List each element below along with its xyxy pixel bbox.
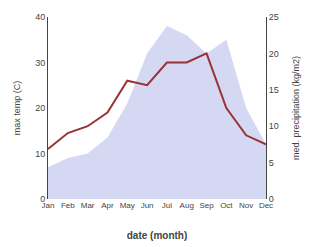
svg-text:30: 30: [35, 58, 45, 68]
svg-text:0: 0: [40, 194, 45, 204]
svg-text:10: 10: [269, 121, 279, 131]
svg-text:Oct: Oct: [220, 201, 233, 210]
svg-text:May: May: [120, 201, 135, 210]
svg-text:20: 20: [269, 49, 279, 59]
svg-text:date (month): date (month): [127, 230, 188, 241]
svg-text:Jun: Jun: [141, 201, 154, 210]
svg-text:Apr: Apr: [101, 201, 114, 210]
svg-text:med. precipitation (kg/m2): med. precipitation (kg/m2): [291, 56, 301, 160]
svg-text:Dec: Dec: [259, 201, 273, 210]
svg-text:Feb: Feb: [61, 201, 75, 210]
svg-text:25: 25: [269, 12, 279, 22]
svg-text:Aug: Aug: [180, 201, 194, 210]
svg-text:Mar: Mar: [81, 201, 95, 210]
svg-text:5: 5: [269, 158, 274, 168]
svg-text:Jan: Jan: [42, 201, 55, 210]
svg-text:Sep: Sep: [199, 201, 214, 210]
svg-text:max temp (C): max temp (C): [12, 81, 22, 136]
svg-text:0: 0: [269, 194, 274, 204]
svg-text:Jul: Jul: [162, 201, 172, 210]
svg-text:Nov: Nov: [239, 201, 253, 210]
svg-text:15: 15: [269, 85, 279, 95]
svg-text:10: 10: [35, 149, 45, 159]
svg-text:20: 20: [35, 103, 45, 113]
svg-text:40: 40: [35, 12, 45, 22]
